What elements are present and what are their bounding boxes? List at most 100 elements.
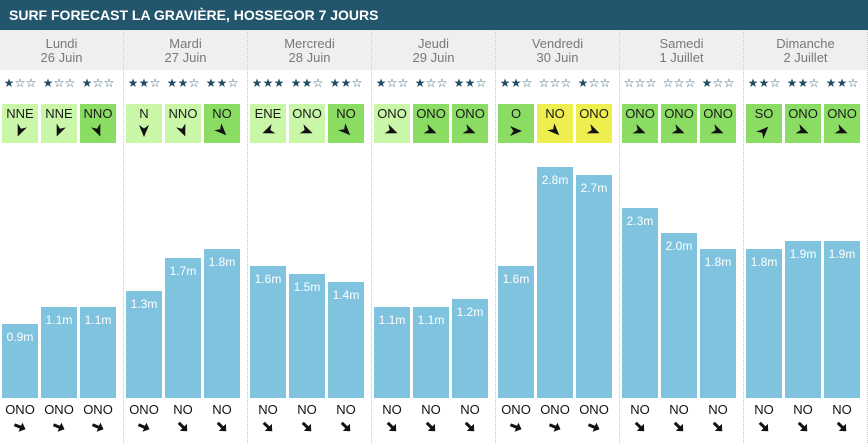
star-filled-icon: ★ <box>205 76 217 90</box>
wind-arrow-icon <box>299 124 313 134</box>
star-empty-icon: ☆ <box>149 76 161 90</box>
day-column: Mardi 27 Juin ★★☆ ★★☆ ★★☆ N NNO NO 1.3m 1.7m 1.8m O… <box>124 30 248 443</box>
star-empty-icon: ☆ <box>25 76 37 90</box>
star-rating-row: ★☆☆ ★☆☆ ★☆☆ <box>0 70 123 104</box>
wind-box: ONO <box>374 104 410 143</box>
wave-height-label: 1.4m <box>332 288 360 303</box>
star-rating: ★★☆ <box>126 76 162 104</box>
wind-arrow-icon <box>91 123 101 137</box>
swell-direction-label: NO <box>793 402 813 417</box>
swell-direction-label: NO <box>708 402 728 417</box>
wind-direction-label: NNO <box>168 106 198 121</box>
wind-box: ONO <box>700 104 736 143</box>
wave-bar: 2.0m <box>661 232 697 398</box>
star-empty-icon: ☆ <box>549 76 561 90</box>
wind-direction-label: N <box>139 106 149 121</box>
star-empty-icon: ☆ <box>673 76 685 90</box>
wave-chart-area: 1.6m 1.5m 1.4m <box>248 150 371 398</box>
swell-slot: ONO <box>126 398 162 443</box>
swell-arrow-icon <box>548 422 561 432</box>
day-column: Mercredi 28 Juin ★★★ ★★☆ ★★☆ ENE ONO NO 1.6m 1.5m… <box>248 30 372 443</box>
wave-height-label: 0.9m <box>6 329 34 344</box>
wind-box: ONO <box>824 104 860 143</box>
wave-height-label: 1.8m <box>750 255 778 270</box>
day-name: Samedi <box>659 36 704 51</box>
day-column: Lundi 26 Juin ★☆☆ ★☆☆ ★☆☆ NNE NNE NNO 0.9m 1.1m 1.… <box>0 30 124 443</box>
wave-bar-slot: 1.9m <box>785 150 821 398</box>
wave-bar-slot: 0.9m <box>2 150 38 398</box>
wave-bar: 1.1m <box>374 307 410 398</box>
wave-height-label: 1.9m <box>828 246 856 261</box>
wave-height-label: 1.1m <box>45 313 73 328</box>
day-column: Dimanche 2 Juillet ★★☆ ★★☆ ★★☆ SO ONO ONO 1.8m 1.… <box>744 30 868 443</box>
star-empty-icon: ☆ <box>634 76 646 90</box>
star-filled-icon: ★ <box>340 76 352 90</box>
swell-arrow-icon <box>509 422 522 432</box>
wind-arrow-icon <box>262 124 276 134</box>
wind-box: NO <box>204 104 240 143</box>
day-name: Lundi <box>45 36 78 51</box>
wind-box: ONO <box>785 104 821 143</box>
swell-arrow-icon <box>301 421 312 432</box>
star-empty-icon: ☆ <box>425 76 437 90</box>
wave-bar-slot: 1.1m <box>41 150 77 398</box>
star-empty-icon: ☆ <box>599 76 611 90</box>
swell-slot: ONO <box>80 398 116 443</box>
wave-bar: 0.9m <box>2 323 38 398</box>
star-filled-icon: ★ <box>464 76 476 90</box>
swell-row: ONO ONO ONO <box>0 398 123 443</box>
star-empty-icon: ☆ <box>560 76 572 90</box>
wave-bar: 1.9m <box>824 240 860 398</box>
wind-row: N NNO NO <box>124 104 247 150</box>
star-filled-icon: ★ <box>577 76 589 90</box>
star-empty-icon: ☆ <box>14 76 26 90</box>
day-header: Lundi 26 Juin <box>0 30 123 70</box>
wind-box: NNO <box>80 104 116 143</box>
star-rating: ☆☆☆ <box>537 76 573 104</box>
swell-arrow-icon <box>177 421 188 432</box>
swell-arrow-icon <box>52 422 65 432</box>
star-filled-icon: ★ <box>290 76 302 90</box>
wind-box: NNE <box>41 104 77 143</box>
wind-row: O NO ONO <box>496 104 619 150</box>
swell-row: NO NO NO <box>744 398 867 443</box>
wave-bar: 1.8m <box>700 249 736 398</box>
wind-direction-label: ONO <box>455 106 485 121</box>
wave-chart-area: 0.9m 1.1m 1.1m <box>0 150 123 398</box>
star-rating: ★★☆ <box>328 76 364 104</box>
wind-box: O <box>498 104 534 143</box>
wave-height-label: 2.8m <box>541 172 569 187</box>
swell-slot: NO <box>824 398 860 443</box>
day-name: Mardi <box>169 36 202 51</box>
swell-slot: ONO <box>498 398 534 443</box>
star-rating-row: ☆☆☆ ☆☆☆ ★☆☆ <box>620 70 743 104</box>
wind-arrow-icon <box>423 124 437 134</box>
star-empty-icon: ☆ <box>64 76 76 90</box>
wave-height-label: 1.1m <box>378 313 406 328</box>
wind-direction-label: ONO <box>292 106 322 121</box>
wave-bar-slot: 1.1m <box>374 150 410 398</box>
wind-arrow-icon <box>56 123 66 137</box>
wind-row: ONO ONO ONO <box>620 104 743 150</box>
wave-bar-slot: 1.6m <box>250 150 286 398</box>
star-empty-icon: ☆ <box>712 76 724 90</box>
swell-slot: NO <box>452 398 488 443</box>
swell-direction-label: NO <box>258 402 278 417</box>
star-rating: ★☆☆ <box>374 76 410 104</box>
wave-bar: 1.1m <box>80 307 116 398</box>
wind-arrow-icon <box>176 123 186 137</box>
wind-arrow-icon <box>834 124 848 134</box>
swell-direction-label: NO <box>336 402 356 417</box>
wave-bar: 1.9m <box>785 240 821 398</box>
wind-row: ONO ONO ONO <box>372 104 495 150</box>
swell-arrow-icon <box>216 421 227 432</box>
wind-direction-label: ONO <box>827 106 857 121</box>
star-empty-icon: ☆ <box>521 76 533 90</box>
star-filled-icon: ★ <box>836 76 848 90</box>
star-rating-row: ★★☆ ☆☆☆ ★☆☆ <box>496 70 619 104</box>
wind-box: NO <box>537 104 573 143</box>
star-rating: ★★☆ <box>289 76 325 104</box>
wind-direction-label: NO <box>336 106 356 121</box>
wave-height-label: 1.1m <box>84 313 112 328</box>
wave-bar-slot: 1.8m <box>204 150 240 398</box>
